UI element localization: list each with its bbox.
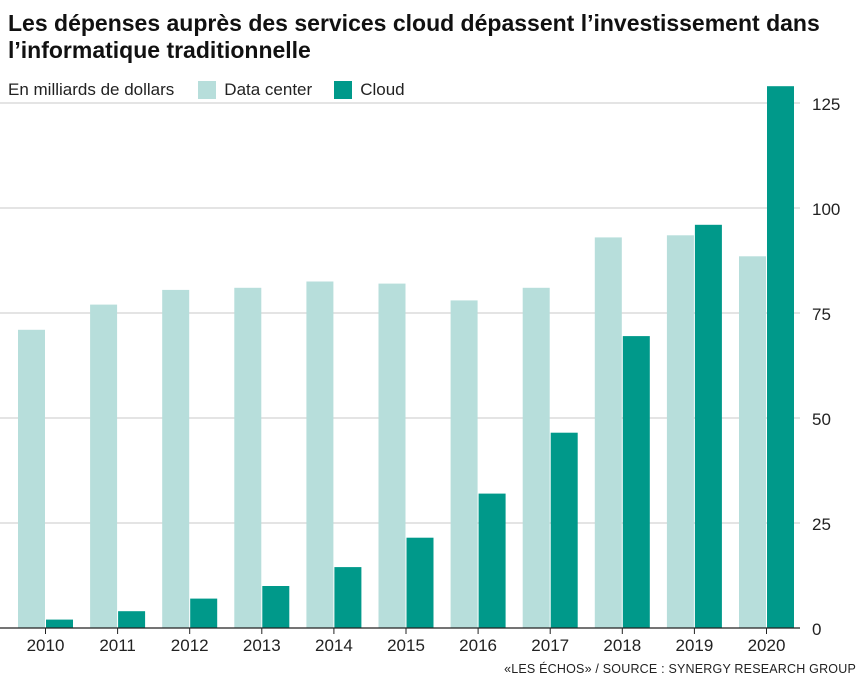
bar-data-center-2012	[162, 289, 190, 628]
legend-label-data-center: Data center	[224, 80, 313, 99]
y-tick-label-25: 25	[812, 515, 831, 534]
legend-swatch-data-center	[198, 81, 217, 99]
bar-cloud-2019	[694, 224, 722, 629]
bar-data-center-2014	[306, 281, 334, 628]
x-tick-label-2020: 2020	[748, 636, 786, 655]
bar-data-center-2010	[18, 329, 45, 628]
legend-swatch-cloud	[334, 81, 353, 99]
y-tick-label-50: 50	[812, 410, 831, 429]
bar-cloud-2014	[334, 567, 362, 628]
bar-cloud-2015	[406, 537, 434, 628]
y-axis-labels: 0 25 50 75 100 125	[812, 95, 840, 639]
bar-data-center-2017	[522, 287, 550, 628]
bar-data-center-2019	[666, 235, 694, 629]
bars	[18, 86, 794, 629]
x-tick-label-2016: 2016	[459, 636, 497, 655]
x-tick-label-2011: 2011	[99, 636, 136, 655]
bar-data-center-2018	[594, 237, 622, 628]
y-tick-label-0: 0	[812, 620, 821, 639]
x-tick-label-2015: 2015	[387, 636, 425, 655]
bar-data-center-2011	[90, 304, 118, 628]
x-tick-label-2013: 2013	[243, 636, 281, 655]
legend-label-cloud: Cloud	[360, 80, 405, 99]
x-tick-label-2018: 2018	[603, 636, 641, 655]
x-tick-label-2017: 2017	[531, 636, 569, 655]
source-credit: «LES ÉCHOS» / SOURCE : SYNERGY RESEARCH …	[504, 662, 856, 676]
x-tick-label-2014: 2014	[315, 636, 353, 655]
bar-cloud-2016	[478, 493, 506, 628]
x-tick-label-2019: 2019	[675, 636, 713, 655]
x-tick-label-2012: 2012	[171, 636, 209, 655]
y-tick-label-125: 125	[812, 95, 840, 114]
legend-item-data-center: Data center	[198, 80, 312, 100]
bar-cloud-2020	[767, 86, 794, 628]
bar-cloud-2010	[46, 619, 73, 628]
x-axis-labels: 2010 2011 2012 2013 2014 2015 2016 2017 2018 2019…	[0, 627, 800, 655]
x-tick-label-2010: 2010	[27, 636, 65, 655]
bar-data-center-2013	[234, 287, 262, 628]
bar-data-center-2016	[450, 300, 478, 628]
bar-data-center-2015	[378, 283, 406, 628]
y-tick-label-75: 75	[812, 305, 831, 324]
unit-label: En milliards de dollars	[8, 80, 175, 99]
bar-cloud-2018	[622, 336, 650, 628]
bar-cloud-2012	[190, 598, 218, 628]
bar-cloud-2013	[262, 586, 290, 628]
legend: En milliards de dollars Data center Clou…	[8, 79, 427, 101]
legend-item-cloud: Cloud	[334, 80, 405, 100]
bar-cloud-2017	[550, 432, 578, 628]
bar-data-center-2020	[739, 256, 766, 628]
y-tick-label-100: 100	[812, 200, 840, 219]
bar-cloud-2011	[118, 611, 146, 628]
chart-title: Les dépenses auprès des services cloud d…	[8, 10, 820, 63]
